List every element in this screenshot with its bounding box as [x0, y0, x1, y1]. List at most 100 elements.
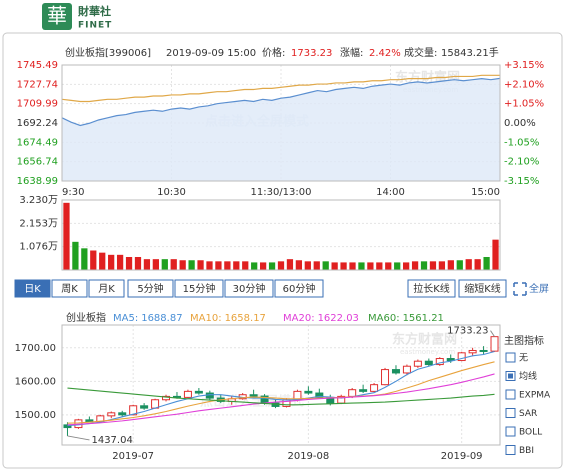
period-label[interactable]: 日K	[24, 284, 41, 295]
candle-body	[304, 390, 313, 394]
checkbox[interactable]	[505, 389, 516, 400]
checkbox[interactable]	[505, 408, 516, 418]
checkbox[interactable]	[505, 352, 516, 363]
volume-bar	[403, 262, 410, 270]
plot-border	[61, 324, 501, 446]
annotation-line	[490, 330, 495, 337]
logo: 華	[47, 4, 67, 28]
option-label[interactable]: EXPMA	[519, 391, 551, 401]
option-label[interactable]: BBI	[519, 446, 534, 456]
option-label[interactable]: 无	[519, 353, 528, 364]
volume-bar	[304, 261, 311, 270]
action-label[interactable]: 缩短K线	[464, 282, 501, 295]
period-tab[interactable]	[224, 279, 274, 298]
fullscreen-icon[interactable]	[513, 282, 527, 296]
y2-tick-label: -1.05%	[504, 137, 539, 148]
period-label[interactable]: 周K	[61, 283, 78, 295]
option-label[interactable]: 均线	[519, 370, 537, 382]
period-label[interactable]: 30分钟	[233, 282, 266, 295]
period-label[interactable]: 5分钟	[137, 282, 163, 295]
low-annotation: 1437.04	[91, 435, 132, 446]
y2-tick-label: +1.05%	[504, 99, 544, 110]
y-tick-label: 1692.24	[17, 118, 58, 129]
y2-tick-label: +3.15%	[504, 60, 544, 71]
checkbox[interactable]	[505, 426, 516, 437]
volume-bar	[349, 262, 356, 270]
candle-body	[391, 369, 400, 374]
action-button[interactable]	[407, 279, 456, 298]
y-tick-label: 1638.99	[17, 176, 58, 187]
x-tick-label: 11:30/13:00	[250, 187, 311, 198]
volume-bar	[492, 239, 499, 270]
volume-bar	[143, 259, 151, 270]
y-tick-label: 1500.00	[15, 410, 56, 421]
candle-body	[402, 365, 411, 374]
y-tick-label: 1656.74	[17, 157, 58, 168]
volume-bar	[72, 241, 79, 270]
high-annotation: 1733.23	[447, 326, 488, 337]
volume-bar	[429, 261, 437, 270]
action-label[interactable]: 拉长K线	[413, 282, 450, 295]
volume-bar	[179, 260, 186, 270]
y-tick-label: 1745.49	[17, 60, 58, 71]
volume-bar	[63, 202, 70, 270]
y-tick-label: 3.230万	[19, 195, 58, 206]
volume-bar	[161, 259, 168, 270]
period-tab[interactable]	[14, 279, 51, 298]
volume-bar	[295, 260, 303, 270]
volume-bar	[394, 262, 401, 270]
legend-name: MA10:	[190, 313, 222, 324]
candle-body	[490, 336, 499, 352]
volume-bar	[197, 260, 204, 270]
option-label[interactable]: BOLL	[519, 428, 542, 438]
volume-bar	[206, 261, 213, 270]
legend-value: 1622.03	[318, 313, 359, 324]
candle-body	[315, 392, 324, 398]
x-tick-label: 2019-09	[441, 451, 483, 462]
x-tick-label: 14:00	[376, 187, 405, 198]
period-tab[interactable]	[127, 279, 174, 298]
volume-bar	[447, 260, 454, 270]
y-tick-label: 1674.49	[17, 137, 58, 148]
action-button[interactable]	[458, 279, 507, 298]
info-name: 创业板指[399006]	[65, 46, 151, 59]
volume-bar	[367, 262, 374, 270]
volume-bar	[411, 261, 419, 270]
panel-title: 主图指标	[504, 334, 544, 347]
legend-entry: MA10: 1658.17	[190, 313, 266, 324]
period-label[interactable]: 15分钟	[183, 282, 216, 295]
x-tick-label: 10:30	[157, 187, 186, 198]
volume-bar	[108, 254, 115, 270]
candle-body	[107, 412, 116, 417]
period-tab[interactable]	[174, 279, 224, 298]
option-label[interactable]: SAR	[519, 409, 537, 419]
period-label[interactable]: 月K	[98, 283, 115, 295]
info-label: 涨幅:	[340, 46, 363, 59]
volume-bar	[81, 248, 88, 270]
brand: 財華社	[77, 4, 111, 18]
volume-bar	[259, 262, 267, 270]
period-label[interactable]: 60分钟	[283, 282, 316, 295]
volume-bar	[268, 262, 276, 270]
period-tab[interactable]	[88, 279, 125, 298]
legend-value: 1658.17	[225, 313, 266, 324]
period-tab[interactable]	[51, 279, 88, 298]
legend-name: MA60:	[368, 313, 400, 324]
checkbox-mark[interactable]	[508, 373, 513, 379]
candle-body	[85, 419, 94, 423]
legend-name: MA5:	[113, 313, 138, 324]
candle-body	[118, 412, 127, 416]
y2-tick-label: +2.10%	[504, 79, 544, 90]
x-tick-label: 2019-07	[112, 451, 154, 462]
candle-body	[140, 405, 149, 409]
y2-tick-label: -2.10%	[504, 157, 539, 168]
line	[61, 74, 500, 103]
volume-bar	[188, 260, 195, 270]
candle-body	[468, 349, 477, 354]
checkbox[interactable]	[505, 445, 516, 455]
candle-body	[435, 358, 444, 366]
y-tick-label: 1600.00	[15, 376, 56, 387]
period-tab[interactable]	[274, 279, 324, 298]
action-label[interactable]: 全屏	[529, 282, 549, 295]
